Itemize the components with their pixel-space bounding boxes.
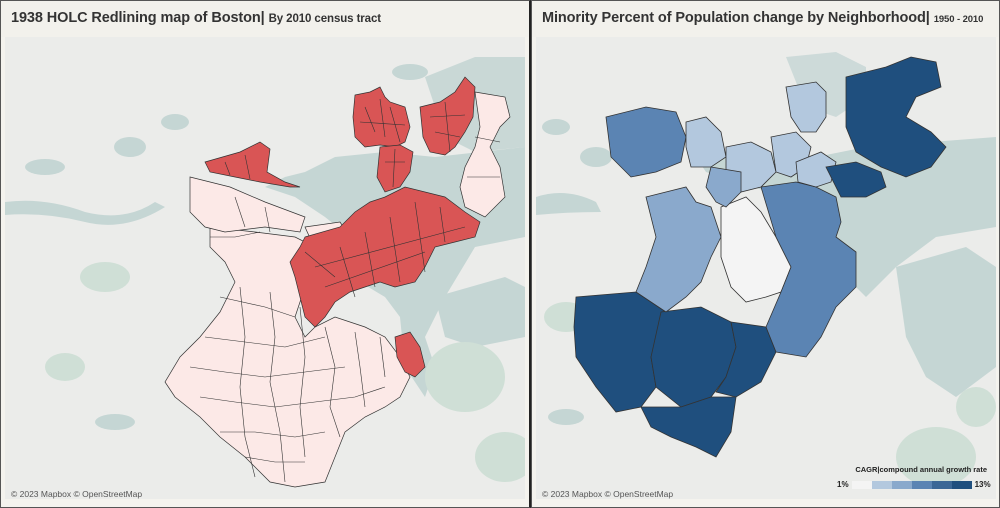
minority-change-map[interactable] bbox=[536, 37, 996, 499]
legend-swatch bbox=[931, 480, 952, 489]
redlining-map-panel: 1938 HOLC Redlining map of Boston| By 20… bbox=[0, 0, 531, 508]
redlined-tract-lines bbox=[224, 98, 466, 298]
left-map-subtitle: By 2010 census tract bbox=[268, 13, 382, 25]
neighborhood-roslindale[interactable] bbox=[650, 306, 737, 408]
legend-swatch bbox=[891, 480, 912, 489]
legend-max-label: 13% bbox=[974, 480, 991, 489]
legend-swatch bbox=[951, 480, 972, 489]
legend-swatch bbox=[911, 480, 932, 489]
left-title-bar: 1938 HOLC Redlining map of Boston| By 20… bbox=[1, 1, 529, 37]
neighborhood-jamaica-plain[interactable] bbox=[635, 186, 722, 313]
neighborhoods bbox=[573, 56, 947, 458]
right-map-attribution: © 2023 Mapbox © OpenStreetMap bbox=[542, 489, 674, 499]
neighborhood-allston[interactable] bbox=[685, 116, 727, 168]
legend-title: CAGR|compound annual growth rate bbox=[855, 465, 987, 474]
neighborhood-dorchester[interactable] bbox=[760, 181, 857, 358]
parks bbox=[45, 262, 525, 482]
neighborhood-east-boston[interactable] bbox=[845, 56, 947, 178]
legend-swatch bbox=[851, 480, 872, 489]
minority-change-map-panel: Minority Percent of Population change by… bbox=[531, 0, 1000, 508]
neighborhood-south-boston[interactable] bbox=[825, 161, 887, 198]
right-map-title: Minority Percent of Population change by… bbox=[542, 10, 984, 26]
right-title-bar: Minority Percent of Population change by… bbox=[532, 1, 999, 37]
legend-scale: 1% 13% bbox=[837, 480, 991, 489]
legend-swatches bbox=[851, 480, 972, 489]
legend-swatch bbox=[871, 480, 892, 489]
left-map-title: 1938 HOLC Redlining map of Boston| By 20… bbox=[11, 10, 381, 26]
neighborhood-south-end[interactable] bbox=[795, 151, 837, 188]
cagr-legend: CAGR|compound annual growth rate 1% 13% bbox=[837, 465, 991, 489]
tract-lines bbox=[189, 136, 501, 483]
legend-min-label: 1% bbox=[837, 480, 849, 489]
right-map-subtitle: 1950 - 2010 bbox=[933, 14, 984, 25]
neighborhood-mission-hill[interactable] bbox=[705, 166, 742, 208]
neighborhood-charlestown[interactable] bbox=[785, 81, 827, 133]
neighborhood-brighton[interactable] bbox=[605, 106, 687, 178]
neighborhood-hyde-park-south[interactable] bbox=[640, 396, 737, 458]
left-map-attribution: © 2023 Mapbox © OpenStreetMap bbox=[11, 489, 143, 499]
redlining-map[interactable] bbox=[5, 37, 525, 499]
